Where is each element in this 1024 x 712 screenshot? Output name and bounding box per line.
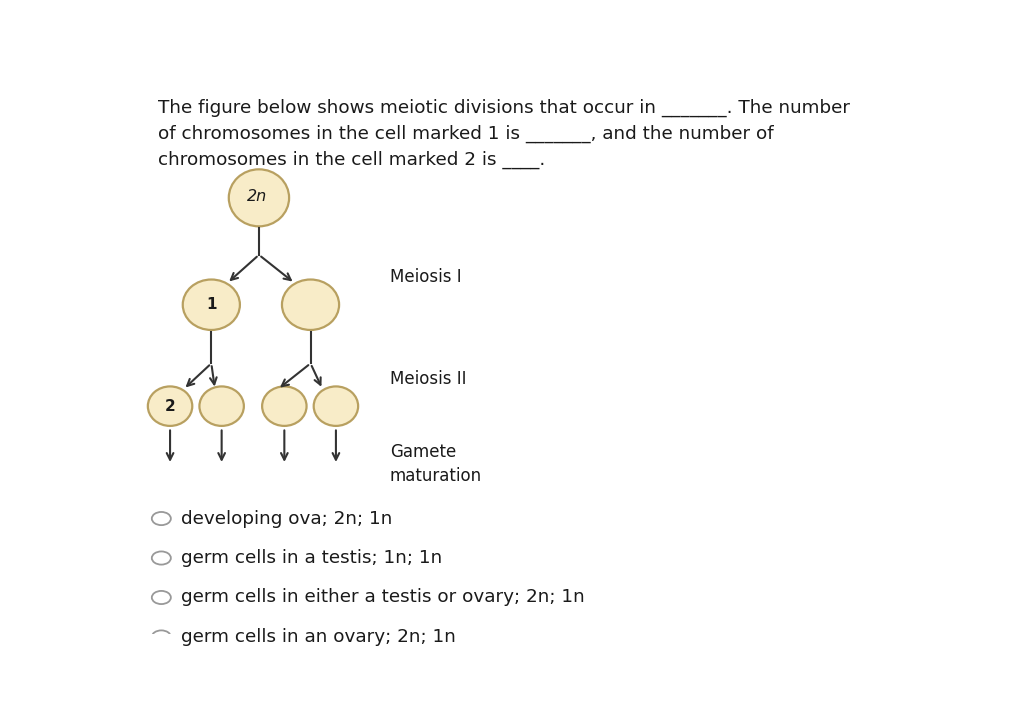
- Ellipse shape: [228, 169, 289, 226]
- Ellipse shape: [200, 387, 244, 426]
- Text: germ cells in an ovary; 2n; 1n: germ cells in an ovary; 2n; 1n: [181, 628, 456, 646]
- Ellipse shape: [313, 387, 358, 426]
- Text: Meiosis I: Meiosis I: [390, 268, 462, 286]
- Ellipse shape: [147, 387, 193, 426]
- Ellipse shape: [262, 387, 306, 426]
- Text: developing ova; 2n; 1n: developing ova; 2n; 1n: [181, 510, 392, 528]
- Ellipse shape: [182, 280, 240, 330]
- Text: germ cells in a testis; 1n; 1n: germ cells in a testis; 1n; 1n: [181, 549, 442, 567]
- Circle shape: [152, 630, 171, 644]
- Text: Gamete
maturation: Gamete maturation: [390, 443, 482, 485]
- Circle shape: [152, 591, 171, 604]
- Text: germ cells in either a testis or ovary; 2n; 1n: germ cells in either a testis or ovary; …: [181, 589, 585, 607]
- Ellipse shape: [282, 280, 339, 330]
- Circle shape: [152, 512, 171, 525]
- Text: 2n: 2n: [247, 189, 266, 204]
- Text: Meiosis II: Meiosis II: [390, 370, 466, 388]
- Text: 1: 1: [206, 297, 217, 313]
- Text: 2: 2: [165, 399, 175, 414]
- Text: The figure below shows meiotic divisions that occur in _______. The number
of ch: The figure below shows meiotic divisions…: [158, 99, 850, 169]
- Circle shape: [152, 551, 171, 565]
